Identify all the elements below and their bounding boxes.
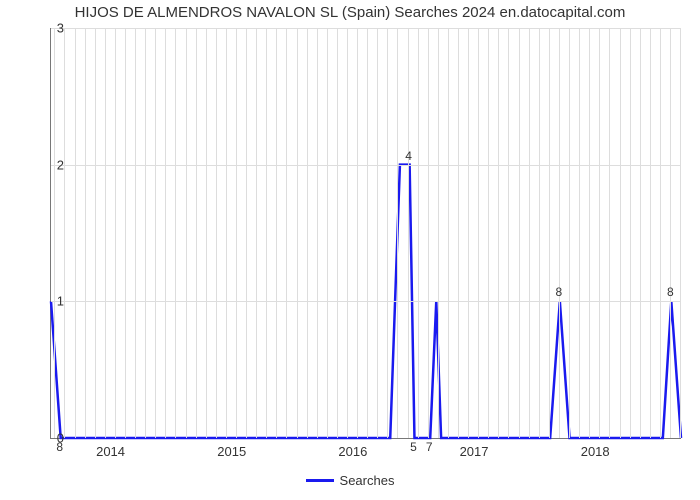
gridline-vertical [175, 28, 176, 438]
gridline-vertical [327, 28, 328, 438]
gridline-vertical [125, 28, 126, 438]
gridline-vertical [95, 28, 96, 438]
gridline-vertical [579, 28, 580, 438]
chart-container: HIJOS DE ALMENDROS NAVALON SL (Spain) Se… [0, 0, 700, 500]
y-tick-label: 1 [44, 294, 64, 309]
gridline-vertical [54, 28, 55, 438]
gridline-vertical [599, 28, 600, 438]
gridline-vertical [105, 28, 106, 438]
gridline-vertical [186, 28, 187, 438]
gridline-vertical [377, 28, 378, 438]
gridline-vertical [387, 28, 388, 438]
plot-area [50, 28, 681, 439]
gridline-vertical [115, 28, 116, 438]
gridline-vertical [670, 28, 671, 438]
point-label: 7 [426, 440, 433, 454]
chart-title: HIJOS DE ALMENDROS NAVALON SL (Spain) Se… [0, 4, 700, 21]
gridline-vertical [458, 28, 459, 438]
gridline-vertical [276, 28, 277, 438]
gridline-vertical [165, 28, 166, 438]
x-tick-label: 2018 [581, 444, 610, 459]
gridline-vertical [428, 28, 429, 438]
gridline-vertical [498, 28, 499, 438]
gridline-vertical [337, 28, 338, 438]
gridline-vertical [317, 28, 318, 438]
point-label: 8 [56, 440, 63, 454]
legend-label: Searches [340, 473, 395, 488]
gridline-vertical [620, 28, 621, 438]
gridline-vertical [529, 28, 530, 438]
gridline-vertical [266, 28, 267, 438]
gridline-vertical [75, 28, 76, 438]
gridline-vertical [145, 28, 146, 438]
gridline-vertical [246, 28, 247, 438]
gridline-vertical [85, 28, 86, 438]
gridline-vertical [357, 28, 358, 438]
gridline-vertical [539, 28, 540, 438]
gridline-vertical [559, 28, 560, 438]
gridline-vertical [196, 28, 197, 438]
gridline-vertical [640, 28, 641, 438]
gridline-vertical [297, 28, 298, 438]
gridline-vertical [155, 28, 156, 438]
x-tick-label: 2016 [338, 444, 367, 459]
gridline-vertical [216, 28, 217, 438]
gridline-vertical [64, 28, 65, 438]
gridline-vertical [519, 28, 520, 438]
gridline-vertical [609, 28, 610, 438]
gridline-vertical [448, 28, 449, 438]
gridline-vertical [589, 28, 590, 438]
gridline-vertical [508, 28, 509, 438]
gridline-vertical [256, 28, 257, 438]
gridline-vertical [660, 28, 661, 438]
legend-swatch [306, 479, 334, 482]
gridline-vertical [549, 28, 550, 438]
gridline-vertical [418, 28, 419, 438]
gridline-vertical [226, 28, 227, 438]
point-label: 4 [405, 149, 412, 163]
gridline-vertical [367, 28, 368, 438]
gridline-vertical [650, 28, 651, 438]
gridline-vertical [680, 28, 681, 438]
x-tick-label: 2017 [460, 444, 489, 459]
gridline-vertical [569, 28, 570, 438]
gridline-vertical [488, 28, 489, 438]
x-tick-label: 2015 [217, 444, 246, 459]
gridline-vertical [438, 28, 439, 438]
gridline-vertical [347, 28, 348, 438]
gridline-vertical [397, 28, 398, 438]
gridline-vertical [307, 28, 308, 438]
gridline-vertical [630, 28, 631, 438]
gridline-vertical [236, 28, 237, 438]
gridline-vertical [468, 28, 469, 438]
gridline-vertical [478, 28, 479, 438]
gridline-vertical [286, 28, 287, 438]
y-tick-label: 3 [44, 21, 64, 36]
gridline-vertical [206, 28, 207, 438]
legend: Searches [0, 472, 700, 488]
gridline-vertical [135, 28, 136, 438]
point-label: 5 [410, 440, 417, 454]
x-tick-label: 2014 [96, 444, 125, 459]
point-label: 8 [556, 285, 563, 299]
gridline-vertical [408, 28, 409, 438]
y-tick-label: 2 [44, 157, 64, 172]
point-label: 8 [667, 285, 674, 299]
